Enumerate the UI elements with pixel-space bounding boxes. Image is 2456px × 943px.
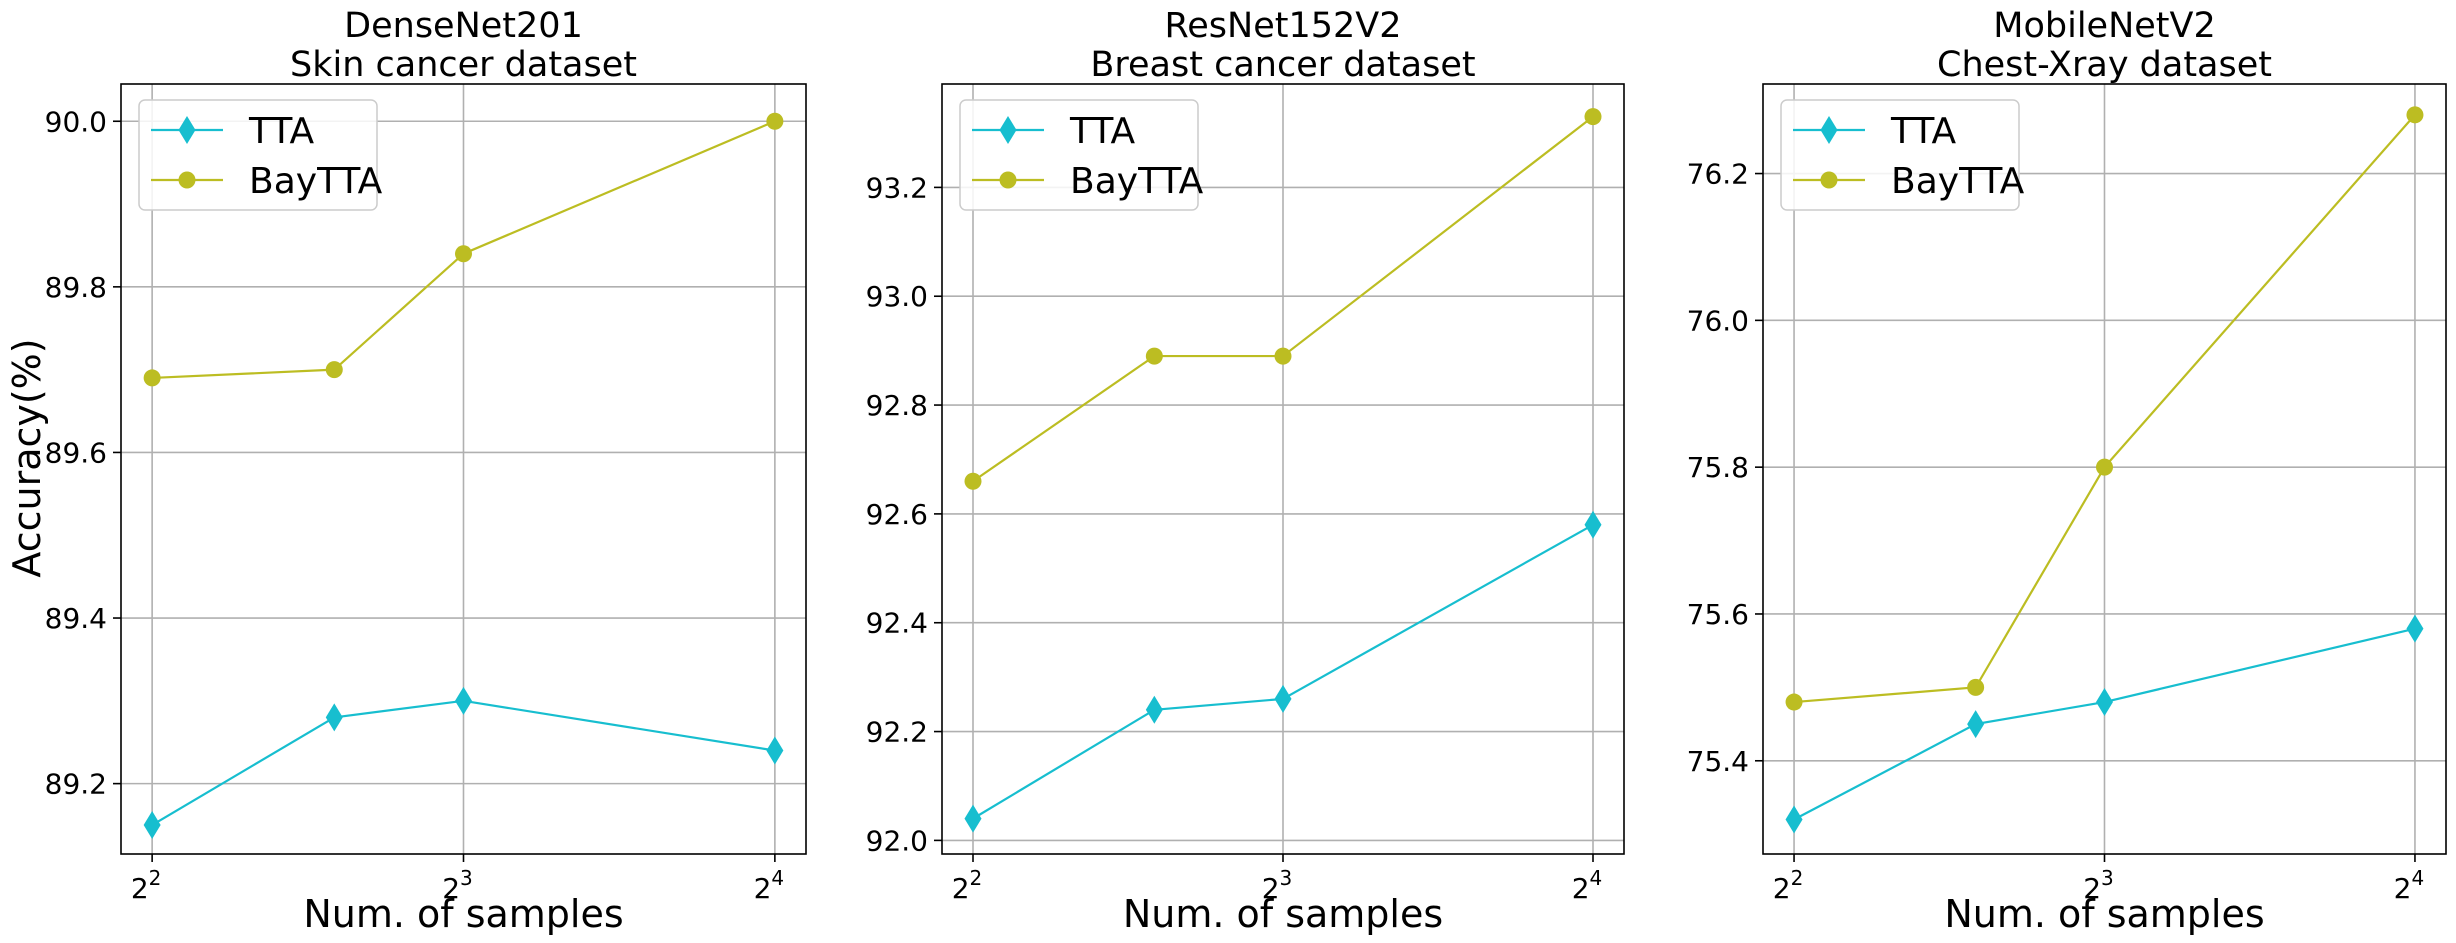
legend-frame <box>138 99 378 211</box>
point-tta <box>1274 684 1292 713</box>
x-tick-label: 22 <box>1773 866 1804 905</box>
point-tta <box>964 804 982 833</box>
series-line-baytta <box>972 115 1594 483</box>
legend-marker <box>178 171 196 189</box>
x-tick-label: 24 <box>1572 866 1603 905</box>
legend-label: BayTTA <box>1891 161 2025 202</box>
y-tick-label: 76.0 <box>1687 304 1749 337</box>
point-tta <box>2096 688 2113 717</box>
point-baytta <box>2096 458 2113 476</box>
legend: TTA BayTTA <box>138 99 383 211</box>
y-tick-label: 75.6 <box>1687 598 1749 631</box>
y-tick-label: 89.2 <box>45 768 107 801</box>
y-tick-label: 75.8 <box>1687 451 1749 484</box>
legend-frame <box>959 99 1199 211</box>
y-tick-label: 92.0 <box>866 824 928 857</box>
point-baytta <box>1785 693 1803 711</box>
legend-marker <box>1820 171 1838 189</box>
point-baytta <box>1584 108 1602 126</box>
legend-marker <box>1820 116 1838 144</box>
series-line-tta <box>151 699 776 826</box>
point-baytta <box>1145 347 1163 365</box>
x-tick-label: 24 <box>2394 866 2425 905</box>
point-tta <box>766 736 784 765</box>
legend-label: TTA <box>1890 111 1957 152</box>
series-line-baytta <box>152 120 776 380</box>
legend-marker <box>999 116 1017 144</box>
y-tick-label: 75.4 <box>1687 745 1749 778</box>
y-tick-label: 89.8 <box>45 271 107 304</box>
x-axis-label: Num. of samples <box>1944 892 2264 936</box>
legend: TTA BayTTA <box>1780 99 2025 211</box>
point-baytta <box>1274 347 1292 365</box>
point-baytta <box>455 245 472 263</box>
point-tta <box>1145 695 1163 724</box>
legend-label: TTA <box>1069 111 1136 152</box>
legend-marker <box>999 171 1017 189</box>
point-baytta <box>325 361 343 379</box>
point-tta <box>1967 710 1985 739</box>
point-tta <box>2406 614 2424 643</box>
series-line-tta <box>1793 627 2416 821</box>
y-tick-label: 92.8 <box>866 389 928 422</box>
y-tick-label: 89.4 <box>45 602 107 635</box>
shared-y-axis-label: Accuracy(%) <box>5 338 49 577</box>
x-axis-label: Num. of samples <box>1123 892 1443 936</box>
y-tick-label: 90.0 <box>45 105 107 138</box>
chart-title: MobileNetV2 <box>1993 6 2215 46</box>
chart-title: ResNet152V2 <box>1165 6 1402 46</box>
y-tick-label: 92.6 <box>866 498 928 531</box>
legend: TTA BayTTA <box>959 99 1204 211</box>
x-tick-label: 24 <box>754 866 785 905</box>
legend-label: BayTTA <box>249 161 383 202</box>
point-tta <box>1584 510 1602 539</box>
point-tta <box>1785 805 1803 834</box>
point-tta <box>325 703 343 732</box>
point-baytta <box>766 112 784 130</box>
y-tick-label: 92.4 <box>866 607 928 640</box>
legend-frame <box>1780 99 2020 211</box>
point-baytta <box>1967 678 1985 696</box>
point-baytta <box>2406 106 2424 124</box>
chart-panel: 89.2 89.4 89.6 89.8 90.0 22 23 24 Num. of sample… <box>45 6 807 936</box>
x-tick-label: 22 <box>952 866 983 905</box>
x-tick-label: 22 <box>131 866 162 905</box>
chart-subtitle: Skin cancer dataset <box>290 45 637 85</box>
y-tick-label: 93.2 <box>866 171 928 204</box>
x-tick-label: 23 <box>442 866 473 905</box>
y-tick-label: 76.2 <box>1687 158 1749 191</box>
series-line-tta <box>972 523 1594 820</box>
y-tick-label: 92.2 <box>866 716 928 749</box>
point-baytta <box>964 472 982 490</box>
chart-subtitle: Chest-Xray dataset <box>1937 45 2272 85</box>
legend-label: TTA <box>248 111 315 152</box>
legend-marker <box>178 116 196 144</box>
chart-panels: 89.2 89.4 89.6 89.8 90.0 22 23 24 Num. of sample… <box>45 6 2447 936</box>
point-baytta <box>143 369 161 387</box>
point-tta <box>143 811 161 840</box>
point-tta <box>455 686 472 715</box>
chart-subtitle: Breast cancer dataset <box>1090 45 1475 85</box>
y-tick-label: 89.6 <box>45 436 107 469</box>
chart-title: DenseNet201 <box>344 6 583 46</box>
series-line-baytta <box>1793 114 2416 704</box>
x-axis-label: Num. of samples <box>303 892 623 936</box>
y-tick-label: 93.0 <box>866 280 928 313</box>
legend-label: BayTTA <box>1070 161 1204 202</box>
